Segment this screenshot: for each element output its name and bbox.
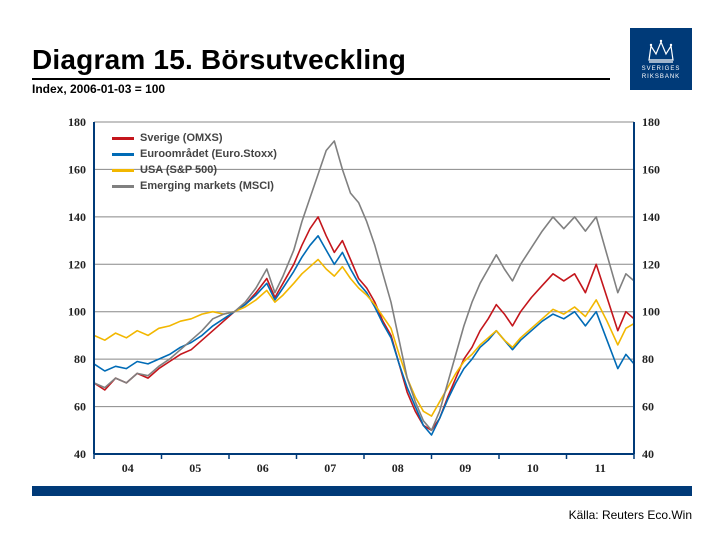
legend-swatch xyxy=(112,169,134,172)
footer-strip xyxy=(32,486,692,496)
svg-text:06: 06 xyxy=(257,461,269,475)
logo-text-2: RIKSBANK xyxy=(642,74,680,80)
chart: 40 40 60 60 80 80 100 100 120 120 140 140 160 160 180 1… xyxy=(50,112,678,480)
legend-label: Sverige (OMXS) xyxy=(140,130,223,146)
svg-text:80: 80 xyxy=(74,352,86,366)
legend: Sverige (OMXS)Euroområdet (Euro.Stoxx)US… xyxy=(112,130,277,194)
svg-text:04: 04 xyxy=(122,461,134,475)
svg-text:11: 11 xyxy=(595,461,606,475)
title-block: Diagram 15. Börsutveckling Index, 2006-0… xyxy=(32,44,610,96)
svg-text:40: 40 xyxy=(74,447,86,461)
crown-icon xyxy=(646,38,676,64)
legend-label: Emerging markets (MSCI) xyxy=(140,178,274,194)
svg-text:10: 10 xyxy=(527,461,539,475)
page-title: Diagram 15. Börsutveckling xyxy=(32,44,610,80)
svg-text:100: 100 xyxy=(68,305,86,319)
riksbank-logo: SVERIGES RIKSBANK xyxy=(630,28,692,90)
svg-text:09: 09 xyxy=(459,461,471,475)
legend-swatch xyxy=(112,137,134,140)
source-text: Källa: Reuters Eco.Win xyxy=(569,508,692,522)
svg-text:120: 120 xyxy=(68,257,86,271)
svg-text:140: 140 xyxy=(642,210,660,224)
legend-item: Emerging markets (MSCI) xyxy=(112,178,277,194)
svg-text:05: 05 xyxy=(189,461,201,475)
svg-text:160: 160 xyxy=(642,162,660,176)
slide: Diagram 15. Börsutveckling Index, 2006-0… xyxy=(0,0,720,540)
svg-text:60: 60 xyxy=(642,400,654,414)
legend-swatch xyxy=(112,185,134,188)
svg-text:100: 100 xyxy=(642,305,660,319)
svg-text:180: 180 xyxy=(642,115,660,129)
legend-item: Sverige (OMXS) xyxy=(112,130,277,146)
svg-text:80: 80 xyxy=(642,352,654,366)
legend-item: Euroområdet (Euro.Stoxx) xyxy=(112,146,277,162)
legend-label: USA (S&P 500) xyxy=(140,162,217,178)
svg-text:08: 08 xyxy=(392,461,404,475)
svg-text:120: 120 xyxy=(642,257,660,271)
page-subtitle: Index, 2006-01-03 = 100 xyxy=(32,82,610,96)
legend-swatch xyxy=(112,153,134,156)
legend-label: Euroområdet (Euro.Stoxx) xyxy=(140,146,277,162)
svg-text:40: 40 xyxy=(642,447,654,461)
svg-text:07: 07 xyxy=(324,461,336,475)
logo-text-1: SVERIGES xyxy=(642,66,681,72)
svg-text:160: 160 xyxy=(68,162,86,176)
svg-text:180: 180 xyxy=(68,115,86,129)
svg-text:140: 140 xyxy=(68,210,86,224)
legend-item: USA (S&P 500) xyxy=(112,162,277,178)
svg-text:60: 60 xyxy=(74,400,86,414)
